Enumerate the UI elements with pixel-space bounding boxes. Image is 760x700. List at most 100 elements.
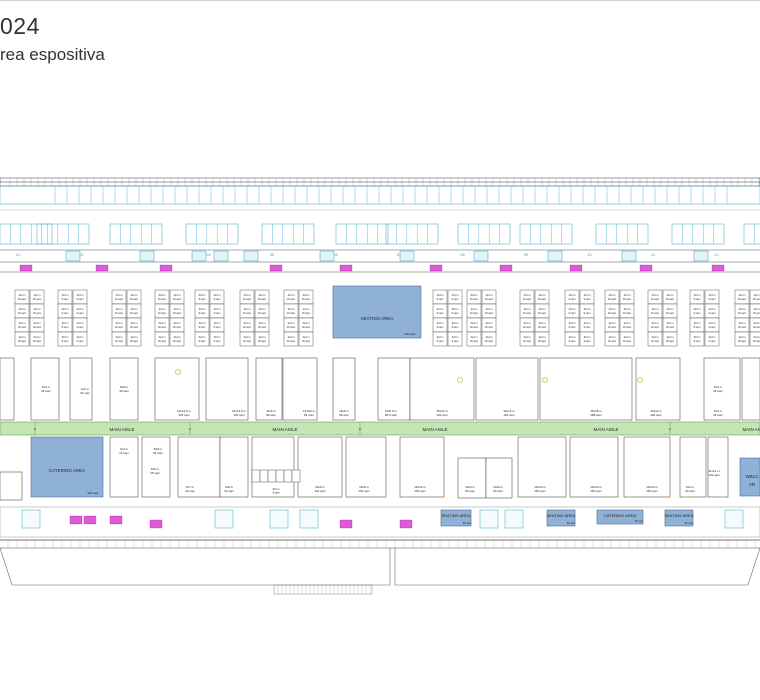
window-group bbox=[185, 223, 239, 245]
upper-booth-label-area: 24 sqm bbox=[80, 391, 90, 395]
top-border-line bbox=[0, 0, 760, 1]
top-booth-size: 3x3 m bbox=[584, 322, 591, 325]
lower-booth bbox=[517, 436, 567, 498]
upper-booth bbox=[0, 357, 15, 421]
top-booth bbox=[647, 303, 663, 319]
service-room bbox=[21, 509, 41, 529]
top-booth bbox=[283, 289, 299, 305]
lower-booth bbox=[399, 436, 445, 498]
top-booth-area: 16 sqm bbox=[738, 312, 746, 315]
top-booth-size: 4x4 m bbox=[303, 322, 310, 325]
top-booth bbox=[111, 303, 127, 319]
top-booth-area: 16 sqm bbox=[738, 298, 746, 301]
booth-marker bbox=[457, 377, 463, 383]
lower-booth bbox=[623, 436, 671, 498]
aisle-label: MAIN AISLE bbox=[422, 427, 447, 432]
service-room bbox=[269, 509, 289, 529]
top-booth-area: 9 sqm bbox=[569, 312, 576, 315]
top-booth-area: 16 sqm bbox=[130, 326, 138, 329]
top-booth-area: 16 sqm bbox=[485, 326, 493, 329]
top-booth-size: 4x4 m bbox=[667, 294, 674, 297]
top-booth bbox=[111, 289, 127, 305]
top-booth bbox=[126, 303, 142, 319]
top-booth bbox=[298, 289, 314, 305]
bay-number: 07 bbox=[397, 252, 402, 257]
top-booth-size: 4x4 m bbox=[667, 336, 674, 339]
lower-booth-label-area: 90 sqm bbox=[493, 489, 503, 493]
top-booth-size: 3x3 m bbox=[214, 308, 221, 311]
top-booth-size: 4x4 m bbox=[624, 322, 631, 325]
top-booth bbox=[564, 289, 580, 305]
lower-booth-label-area: 144 sqm bbox=[314, 489, 326, 493]
lower-booth-label-size: 5x5 m bbox=[151, 467, 160, 471]
upper-booth bbox=[205, 357, 249, 421]
upper-booth bbox=[255, 357, 283, 421]
top-booth-size: 4x4 m bbox=[754, 308, 760, 311]
top-booth bbox=[126, 317, 142, 333]
top-booth bbox=[749, 303, 760, 319]
top-booth-area: 16 sqm bbox=[287, 312, 295, 315]
top-booth-area: 9 sqm bbox=[569, 298, 576, 301]
top-booth bbox=[57, 289, 73, 305]
upper-booth-label-area: 145 sqm bbox=[178, 413, 190, 417]
top-booth-area: 9 sqm bbox=[694, 312, 701, 315]
top-booth bbox=[734, 331, 750, 347]
top-booth-size: 4x4 m bbox=[739, 336, 746, 339]
top-booth bbox=[647, 331, 663, 347]
top-booth-area: 9 sqm bbox=[584, 340, 591, 343]
aisle-label: MAIN AISLE bbox=[109, 427, 134, 432]
top-booth-area: 16 sqm bbox=[753, 312, 760, 315]
magenta-fixture bbox=[339, 264, 353, 272]
small-booth-cluster-label-size: 3x3 m bbox=[272, 487, 279, 491]
top-booth bbox=[662, 317, 678, 333]
top-booth-area: 16 sqm bbox=[33, 298, 41, 301]
top-booth-size: 4x4 m bbox=[34, 294, 41, 297]
top-booth-size: 4x4 m bbox=[288, 336, 295, 339]
top-booth-area: 16 sqm bbox=[538, 326, 546, 329]
magenta-fixture bbox=[159, 264, 173, 272]
top-booth bbox=[154, 317, 170, 333]
top-booth-area: 9 sqm bbox=[709, 340, 716, 343]
top-booth bbox=[194, 331, 210, 347]
top-booth-area: 16 sqm bbox=[287, 340, 295, 343]
upper-booth bbox=[69, 357, 93, 421]
top-booth-size: 4x4 m bbox=[159, 336, 166, 339]
top-booth bbox=[579, 289, 595, 305]
top-booth bbox=[466, 317, 482, 333]
aisle-marker: x/ bbox=[34, 427, 37, 431]
top-booth-area: 16 sqm bbox=[538, 298, 546, 301]
top-booth bbox=[209, 331, 225, 347]
top-booth-size: 3x3 m bbox=[77, 322, 84, 325]
top-booth bbox=[519, 317, 535, 333]
top-booth-area: 9 sqm bbox=[694, 298, 701, 301]
top-booth-size: 4x4 m bbox=[486, 294, 493, 297]
top-booth-area: 16 sqm bbox=[738, 326, 746, 329]
top-booth bbox=[432, 317, 448, 333]
aisle-label: MAIN AISLE bbox=[742, 427, 760, 432]
top-booth bbox=[57, 303, 73, 319]
top-booth bbox=[704, 317, 720, 333]
top-booth bbox=[734, 317, 750, 333]
bottom-feature-area bbox=[440, 509, 472, 527]
lower-booth bbox=[219, 436, 249, 498]
top-booth-size: 4x4 m bbox=[754, 294, 760, 297]
lower-booth-label-area: 90 sqm bbox=[465, 489, 475, 493]
top-booth-size: 4x4 m bbox=[19, 322, 26, 325]
aisle-label: MAIN AISLE bbox=[593, 427, 618, 432]
top-booth bbox=[481, 289, 497, 305]
top-booth-area: 16 sqm bbox=[302, 312, 310, 315]
booth-marker bbox=[175, 369, 181, 375]
top-booth-area: 16 sqm bbox=[470, 326, 478, 329]
top-booth-area: 16 sqm bbox=[33, 340, 41, 343]
top-booth-area: 16 sqm bbox=[538, 312, 546, 315]
bay-number: 11 bbox=[651, 252, 656, 257]
service-strip: SEATING AREA 65 sqm SEATING AREA 60 sqm CATE… bbox=[0, 506, 760, 595]
top-booth bbox=[604, 289, 620, 305]
page-title: 024 bbox=[0, 13, 40, 39]
top-booth-area: 9 sqm bbox=[584, 326, 591, 329]
small-booth bbox=[267, 469, 277, 483]
page-subtitle: rea espositiva bbox=[0, 45, 105, 64]
top-booth-size: 3x3 m bbox=[437, 336, 444, 339]
bay-number: 05 bbox=[270, 252, 275, 257]
top-booth bbox=[564, 331, 580, 347]
